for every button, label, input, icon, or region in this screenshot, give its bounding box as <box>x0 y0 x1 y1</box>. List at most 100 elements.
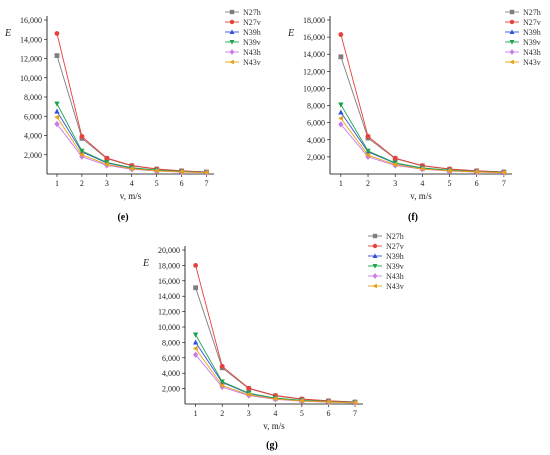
x-axis-title: v, m/s <box>120 191 142 201</box>
data-point-N39v <box>365 148 371 154</box>
data-point-N43v <box>79 152 85 158</box>
y-tick-label: 16,000 <box>303 33 325 42</box>
legend-marker-N27h <box>229 9 235 15</box>
data-point-N39v <box>219 379 225 385</box>
y-tick-label: 18,000 <box>303 16 325 25</box>
y-tick-label: 14,000 <box>158 292 180 301</box>
legend-marker-N27v <box>372 243 378 249</box>
y-axis-title: E <box>4 28 11 39</box>
legend-label-N39v: N39v <box>523 38 541 47</box>
legend-label-N43h: N43h <box>523 48 541 57</box>
legend-marker-N39h <box>509 29 515 34</box>
x-tick-label: 1 <box>55 179 59 188</box>
series-line-N39v <box>56 103 207 173</box>
legend-label-N43v: N43v <box>386 282 404 291</box>
y-tick-label: 18,000 <box>158 261 180 270</box>
data-point-N43v <box>352 400 358 406</box>
legend-label-N27v: N27v <box>523 18 541 27</box>
data-point-N43h <box>192 351 199 358</box>
x-tick-label: 5 <box>300 409 304 418</box>
data-point-N43v <box>392 161 398 168</box>
data-point-N43h <box>54 120 60 128</box>
y-axis-title: E <box>287 28 294 39</box>
y-tick-label: 8,000 <box>162 338 180 347</box>
x-tick-label: 6 <box>180 179 184 188</box>
legend-marker-N43v <box>509 59 514 65</box>
legend-label-N39h: N39h <box>386 252 404 261</box>
data-point-N43h <box>338 121 344 128</box>
y-tick-label: 6,000 <box>162 354 180 363</box>
x-tick-label: 4 <box>130 179 134 188</box>
data-point-N27h <box>338 54 344 60</box>
data-point-N27v <box>54 31 60 36</box>
legend-label-N43h: N43h <box>386 272 404 281</box>
x-tick-label: 4 <box>420 179 424 188</box>
legend-marker-N39v <box>372 264 378 269</box>
legend-label-N27h: N27h <box>386 232 404 241</box>
panel-label: (e) <box>117 212 128 223</box>
y-tick-label: 4,000 <box>162 369 180 378</box>
y-tick-label: 10,000 <box>20 74 42 83</box>
x-tick-label: 2 <box>366 179 370 188</box>
data-point-N27v <box>246 385 252 391</box>
y-tick-label: 4,000 <box>24 132 42 141</box>
legend-label-N39h: N39h <box>243 28 261 37</box>
y-tick-label: 12,000 <box>20 55 42 64</box>
legend-label-N39h: N39h <box>523 28 541 37</box>
data-point-N39v <box>79 148 85 154</box>
legend-marker-N43v <box>229 59 234 65</box>
data-point-N27v <box>338 32 344 37</box>
y-tick-label: 16,000 <box>20 16 42 25</box>
y-tick-label: 2,000 <box>24 151 42 160</box>
data-point-N43v <box>473 169 479 175</box>
legend-marker-N39h <box>372 253 378 258</box>
data-point-N43v <box>272 396 278 402</box>
legend-label-N27v: N27v <box>243 18 261 27</box>
panel-label: (g) <box>266 440 278 451</box>
x-tick-label: 2 <box>220 409 224 418</box>
data-point-N43v <box>299 398 305 404</box>
data-point-N27v <box>365 133 371 139</box>
y-tick-label: 16,000 <box>158 277 180 286</box>
x-tick-label: 7 <box>353 409 357 418</box>
y-tick-label: 6,000 <box>24 112 42 121</box>
x-tick-label: 6 <box>326 409 330 418</box>
data-point-N27v <box>392 155 398 161</box>
legend-label-N43v: N43v <box>243 58 261 67</box>
y-tick-label: 10,000 <box>303 84 325 93</box>
legend-label-N39v: N39v <box>243 38 261 47</box>
x-tick-label: 5 <box>448 179 452 188</box>
data-point-N27v <box>219 363 225 369</box>
x-axis-title: v, m/s <box>263 421 285 431</box>
data-point-N27v <box>193 263 199 268</box>
legend-label-N43v: N43v <box>523 58 541 67</box>
chart-panel-f: 2,0004,0006,0008,00010,00012,00014,00016… <box>287 8 541 223</box>
y-tick-label: 2,000 <box>307 153 325 162</box>
legend-marker-N27h <box>509 9 515 15</box>
data-point-N43v <box>337 115 344 122</box>
x-tick-label: 1 <box>194 409 198 418</box>
data-point-N43v <box>446 168 452 174</box>
y-axis-title: E <box>142 258 149 269</box>
data-point-N39h <box>338 109 344 115</box>
x-axis-title: v, m/s <box>410 191 432 201</box>
data-point-N43v <box>54 114 60 120</box>
series-line-N27h <box>195 287 356 403</box>
x-tick-label: 7 <box>205 179 209 188</box>
legend-marker-N43v <box>372 283 377 289</box>
data-point-N39h <box>192 339 199 345</box>
y-tick-label: 6,000 <box>307 119 325 128</box>
data-point-N27v <box>104 155 110 161</box>
data-point-N39h <box>54 108 60 114</box>
data-point-N43v <box>245 392 251 398</box>
data-point-N43v <box>500 170 507 176</box>
legend-label-N43h: N43h <box>243 48 261 57</box>
legend-label-N27h: N27h <box>523 8 541 17</box>
chart-panel-g: 2,0004,0006,0008,00010,00012,00014,00016… <box>142 232 404 451</box>
data-point-N43v <box>419 166 425 172</box>
data-point-N43h <box>219 383 225 391</box>
series-line-N39v <box>340 104 504 173</box>
y-tick-label: 8,000 <box>24 93 42 102</box>
data-point-N43v <box>219 382 225 389</box>
